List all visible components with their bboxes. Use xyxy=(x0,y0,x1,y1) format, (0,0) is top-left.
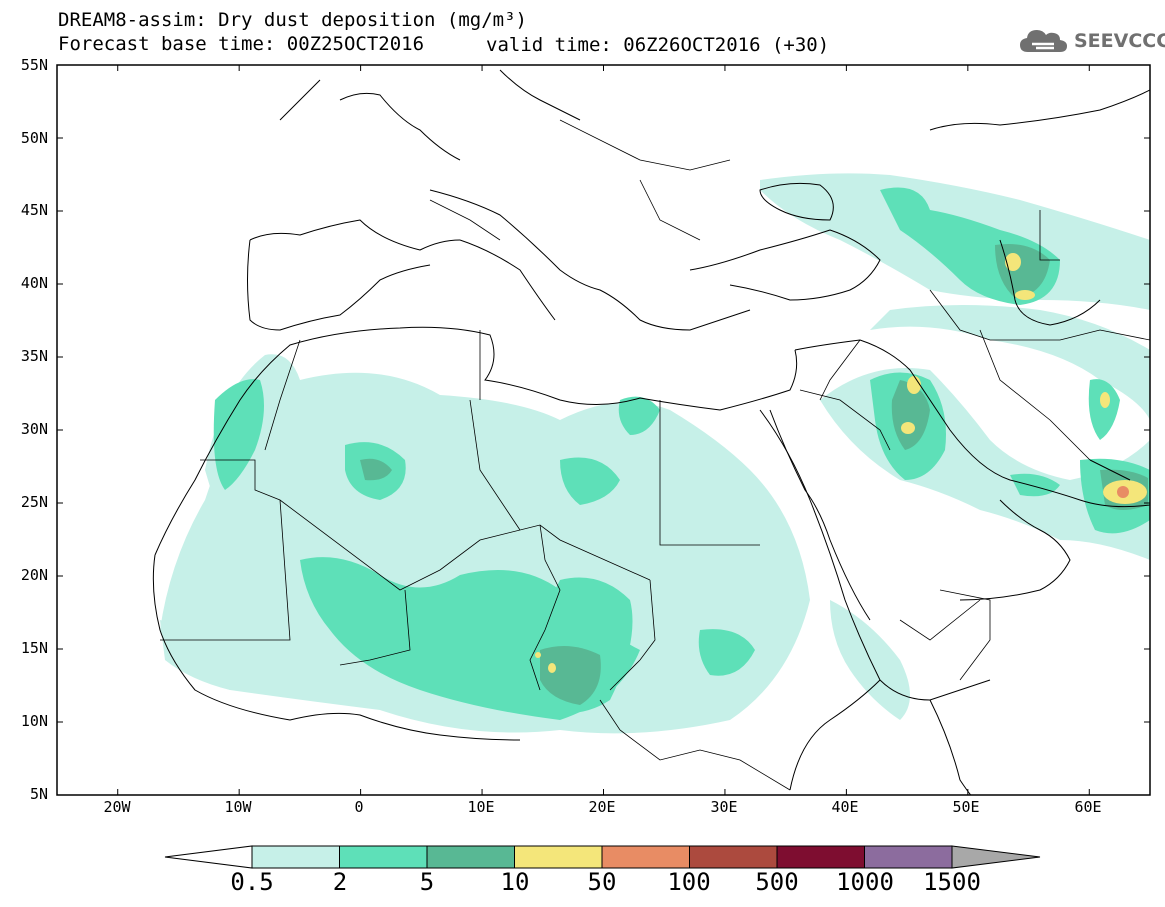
lon-label: 30E xyxy=(710,798,738,816)
dust-max-makran xyxy=(1117,486,1129,498)
lat-label: 5N xyxy=(29,785,48,803)
dust-map xyxy=(56,64,1151,796)
lat-label: 20N xyxy=(20,566,48,584)
lon-label: 20W xyxy=(103,798,131,816)
dust-core-algeria xyxy=(360,458,392,481)
lon-label: 20E xyxy=(588,798,616,816)
lon-label: 60E xyxy=(1074,798,1102,816)
lat-label: 15N xyxy=(20,639,48,657)
lat-label: 50N xyxy=(20,129,48,147)
colorbar-label: 50 xyxy=(587,868,617,896)
dust-region-gulf xyxy=(1088,379,1120,440)
lon-label: 40E xyxy=(831,798,859,816)
lat-label: 55N xyxy=(20,56,48,74)
lat-label: 25N xyxy=(20,493,48,511)
colorbar-label: 100 xyxy=(667,868,711,896)
colorbar-label: 0.5 xyxy=(230,868,274,896)
dust-core-iraq xyxy=(891,380,930,450)
dust-peak-iraq-south xyxy=(901,422,915,434)
dust-region-oman xyxy=(1010,473,1060,497)
colorbar-label: 500 xyxy=(755,868,799,896)
colorbar-label: 1000 xyxy=(836,868,894,896)
lat-label: 35N xyxy=(20,347,48,365)
axis-ticks xyxy=(57,64,1150,796)
lat-label: 30N xyxy=(20,420,48,438)
lat-label: 45N xyxy=(20,201,48,219)
lon-label: 10E xyxy=(467,798,495,816)
chart-title: DREAM8-assim: Dry dust deposition (mg/m³… xyxy=(58,9,527,31)
lon-label: 50E xyxy=(952,798,980,816)
colorbar-label: 10 xyxy=(500,868,530,896)
dust-region-libya xyxy=(560,457,620,505)
dust-region-sahel-west xyxy=(160,620,248,690)
dust-region-sahara xyxy=(160,372,810,734)
dust-peak-chad xyxy=(548,663,556,673)
logo-text: SEEVCCC xyxy=(1074,30,1165,52)
cloud-icon xyxy=(1020,30,1067,52)
dust-peak-iraq-north xyxy=(907,376,921,394)
dust-peak-caucasus xyxy=(1005,253,1021,271)
colorbar-label: 2 xyxy=(332,868,348,896)
valid-time: valid time: 06Z26OCT2016 (+30) xyxy=(486,34,830,56)
lat-label: 10N xyxy=(20,712,48,730)
dust-region-morocco-core xyxy=(213,379,264,490)
dust-region-egypt xyxy=(618,396,660,435)
colorbar-label: 5 xyxy=(419,868,435,896)
country-borders xyxy=(160,119,1150,791)
lon-label: 10W xyxy=(224,798,252,816)
colorbar-label: 1500 xyxy=(923,868,981,896)
dust-core-chad xyxy=(540,646,601,705)
forecast-base-time: Forecast base time: 00Z25OCT2016 xyxy=(58,33,425,55)
dust-peak-chad-west xyxy=(535,652,541,658)
lon-label: 0 xyxy=(354,798,364,816)
seevccc-logo: SEEVCCC xyxy=(1018,24,1165,58)
dust-region-sudan xyxy=(698,629,755,676)
dust-peak-gulf xyxy=(1100,392,1110,408)
lat-label: 40N xyxy=(20,274,48,292)
dust-peak-caspian xyxy=(1015,290,1035,300)
dust-region-iran xyxy=(870,305,1150,420)
